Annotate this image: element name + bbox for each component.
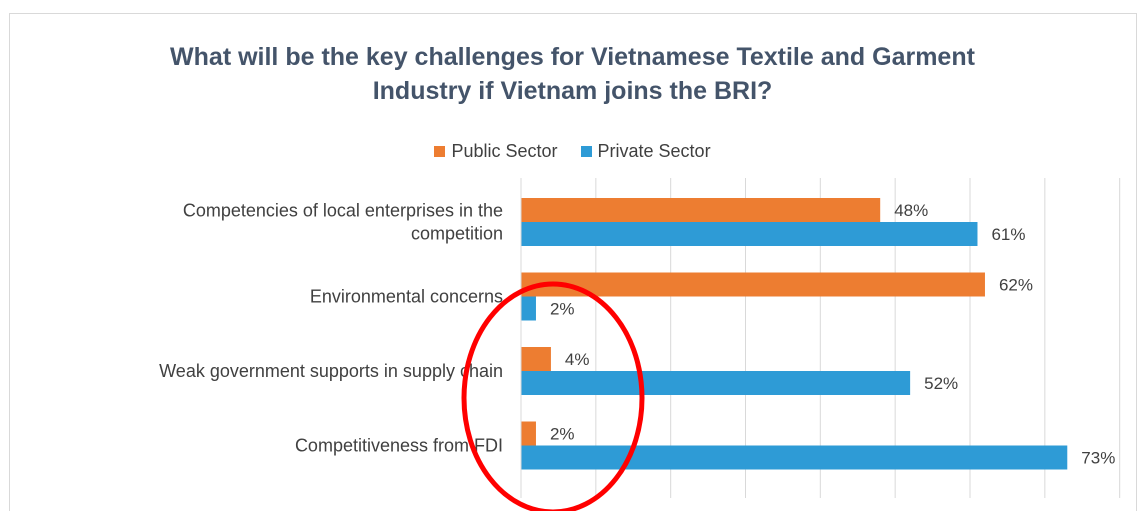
bar-public-sector-3 bbox=[521, 421, 536, 446]
value-label-public-sector-3: 2% bbox=[550, 425, 575, 444]
bar-private-sector-0 bbox=[521, 222, 978, 246]
bar-private-sector-1 bbox=[521, 296, 536, 321]
value-label-private-sector-2: 52% bbox=[924, 374, 958, 393]
category-label-3-0: Competitiveness from FDI bbox=[295, 436, 503, 456]
bar-public-sector-0 bbox=[521, 198, 881, 222]
category-label-0-1: competition bbox=[411, 224, 503, 244]
value-label-public-sector-0: 48% bbox=[894, 201, 928, 220]
chart-title-line-1: What will be the key challenges for Viet… bbox=[170, 43, 975, 71]
legend-label-private-sector: Private Sector bbox=[597, 141, 711, 161]
legend-swatch-private-sector bbox=[580, 146, 592, 157]
value-label-private-sector-1: 2% bbox=[550, 300, 575, 319]
category-label-2-0: Weak government supports in supply chain bbox=[159, 361, 503, 381]
value-label-public-sector-1: 62% bbox=[999, 276, 1033, 295]
legend-item-public-sector: Public Sector bbox=[434, 141, 558, 162]
category-label-0-0: Competencies of local enterprises in the bbox=[183, 201, 503, 221]
bar-private-sector-3 bbox=[521, 445, 1068, 470]
value-label-private-sector-0: 61% bbox=[991, 225, 1025, 244]
bar-public-sector-1 bbox=[521, 272, 985, 297]
category-label-1-0: Environmental concerns bbox=[310, 287, 503, 307]
legend-label-public-sector: Public Sector bbox=[451, 141, 558, 161]
annotation-ellipse bbox=[461, 281, 645, 511]
value-label-public-sector-2: 4% bbox=[565, 350, 590, 369]
chart-title-line-2: Industry if Vietnam joins the BRI? bbox=[372, 77, 773, 105]
chart-frame bbox=[9, 13, 1137, 511]
chart-title: What will be the key challenges for Viet… bbox=[0, 40, 1145, 108]
value-label-private-sector-3: 73% bbox=[1081, 449, 1115, 468]
bar-public-sector-2 bbox=[521, 347, 551, 371]
legend: Public Sector Private Sector bbox=[0, 141, 1145, 162]
legend-item-private-sector: Private Sector bbox=[580, 141, 711, 162]
bar-private-sector-2 bbox=[521, 371, 911, 395]
legend-swatch-public-sector bbox=[434, 146, 446, 157]
